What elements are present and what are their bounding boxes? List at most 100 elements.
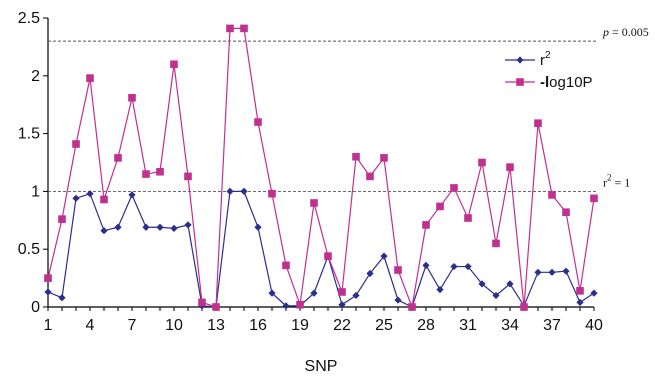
series-line: [47, 27, 595, 310]
data-point: [464, 262, 472, 271]
data-point: [422, 261, 430, 269]
y-tick-label: 2: [31, 68, 40, 85]
data-point: [86, 74, 94, 82]
data-point: [58, 215, 66, 223]
data-point: [72, 194, 80, 202]
data-point: [226, 187, 234, 195]
legend-label-base: r: [540, 52, 545, 69]
data-point: [520, 303, 528, 311]
data-point: [268, 289, 276, 297]
data-point: [226, 24, 234, 33]
series-line: [47, 190, 595, 308]
data-point: [114, 223, 122, 231]
data-point: [114, 154, 122, 162]
data-point: [156, 223, 164, 231]
data-point: [478, 280, 486, 288]
y-ticks: 0 0.5 1 1.5 2 2.5: [18, 10, 48, 316]
legend: r2 -log10P: [505, 50, 593, 91]
data-point: [394, 266, 402, 274]
data-point: [464, 214, 472, 222]
data-point: [408, 303, 416, 311]
legend-label-bold: -l: [540, 74, 549, 91]
legend-label: r2: [540, 50, 551, 69]
x-tick-label: 31: [459, 317, 477, 334]
data-point: [562, 267, 570, 275]
data-point: [100, 195, 108, 204]
data-point: [240, 187, 248, 195]
data-point: [142, 170, 150, 178]
data-point: [44, 288, 52, 296]
data-point: [128, 93, 136, 102]
data-point: [352, 291, 360, 300]
x-ticks: 1 4 7 10 13 16 19 22 25 28 31 34 37 40: [44, 307, 603, 334]
x-tick-label: 13: [207, 317, 225, 334]
data-point: [548, 191, 556, 199]
data-point: [128, 191, 136, 199]
y-tick-label: 0: [31, 299, 40, 316]
data-point: [548, 268, 556, 276]
data-point: [590, 194, 598, 203]
x-tick-label: 4: [86, 317, 95, 334]
data-point: [310, 289, 318, 297]
data-point: [282, 261, 290, 270]
data-point: [394, 296, 402, 304]
y-tick-label: 0.5: [18, 241, 40, 258]
legend-label: -log10P: [540, 74, 593, 91]
reference-label-sup: 2: [607, 172, 612, 182]
x-axis-title: SNP: [305, 358, 338, 375]
x-tick-label: 37: [543, 317, 561, 334]
series-layer: [44, 24, 598, 311]
legend-label-rest: og10P: [549, 74, 592, 91]
series-log10p: [44, 24, 598, 311]
data-point: [170, 224, 178, 232]
data-point: [576, 298, 584, 306]
reference-label-rest: = 0.005: [609, 25, 649, 39]
x-tick-label: 22: [333, 317, 351, 334]
legend-label-sup: 2: [545, 50, 551, 61]
data-point: [310, 199, 318, 207]
data-point: [324, 252, 332, 260]
reference-line-label: p = 0.005: [602, 25, 649, 39]
data-point: [366, 172, 374, 181]
reference-label-base: r: [603, 175, 607, 189]
data-point: [590, 289, 598, 297]
x-tick-label: 25: [375, 317, 393, 334]
data-point: [450, 184, 458, 192]
legend-marker: [516, 56, 524, 64]
y-tick-label: 1.5: [18, 126, 40, 143]
data-point: [296, 300, 304, 309]
data-point: [450, 262, 458, 271]
data-point: [576, 287, 584, 295]
data-point: [436, 286, 444, 294]
x-tick-label: 28: [417, 317, 435, 334]
data-point: [338, 301, 346, 309]
x-tick-label: 7: [128, 317, 137, 334]
data-point: [352, 152, 360, 161]
axes: [47, 18, 594, 308]
x-tick-label: 1: [44, 317, 53, 334]
data-point: [198, 298, 206, 307]
data-point: [86, 190, 94, 198]
data-point: [282, 302, 290, 310]
data-point: [254, 223, 262, 231]
reference-label-italic: p: [602, 25, 609, 39]
data-point: [492, 291, 500, 300]
series-r2: [44, 187, 598, 311]
legend-marker: [516, 78, 524, 86]
y-tick-label: 2.5: [18, 10, 40, 27]
data-point: [492, 239, 500, 248]
data-point: [422, 221, 430, 229]
data-point: [184, 221, 192, 229]
data-point: [380, 252, 388, 260]
data-point: [100, 227, 108, 235]
reference-label-rest: = 1: [612, 175, 631, 189]
x-tick-label: 10: [165, 317, 183, 334]
x-tick-label: 40: [585, 317, 603, 334]
data-point: [184, 172, 192, 181]
data-point: [506, 163, 514, 171]
data-point: [338, 288, 346, 296]
data-point: [366, 269, 374, 278]
data-point: [380, 154, 388, 162]
